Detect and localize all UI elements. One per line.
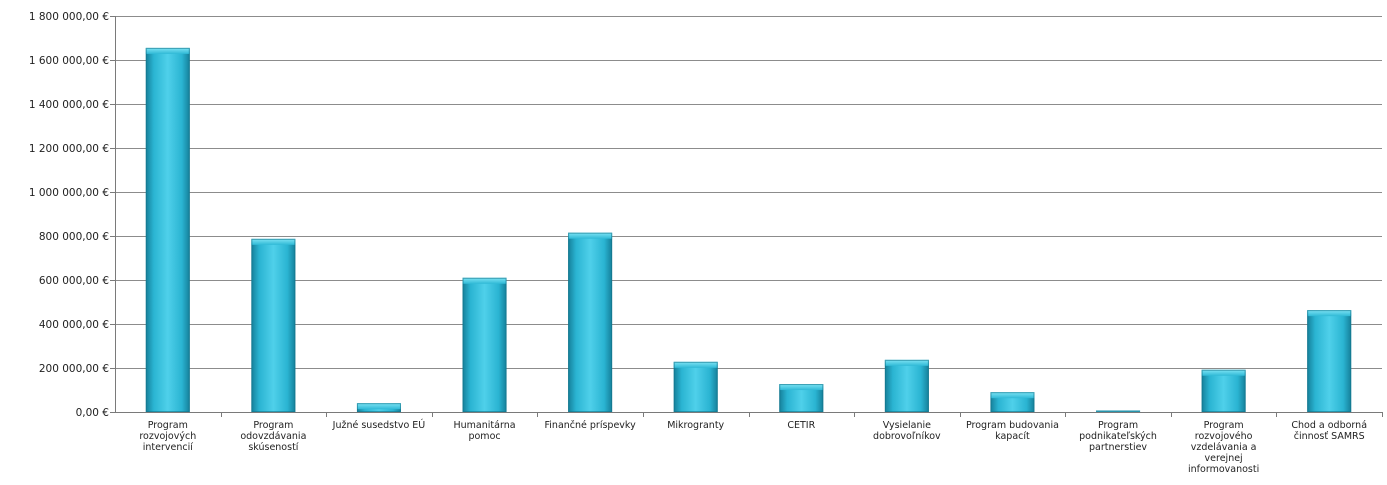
x-category-label-line: CETIR bbox=[787, 420, 815, 431]
bar-cap bbox=[356, 403, 401, 410]
y-tick-label: 400 000,00 € bbox=[39, 319, 109, 331]
bar-body bbox=[568, 232, 613, 412]
x-category-label: Humanitárna pomoc bbox=[454, 420, 516, 442]
bar-outline bbox=[145, 47, 190, 413]
x-category-label-line: partnerstiev bbox=[1089, 442, 1147, 453]
x-category-label-line: vzdelávania a bbox=[1191, 442, 1257, 453]
y-axis-tick-labels: 0,00 € 200 000,00 € 400 000,00 € 600 000,00… bbox=[29, 11, 109, 419]
y-tick-label: 1 000 000,00 € bbox=[29, 187, 109, 199]
x-category-label-line: Program bbox=[1204, 420, 1244, 431]
x-category-label: CETIR bbox=[787, 420, 815, 431]
x-category-label-line: Mikrogranty bbox=[667, 420, 724, 431]
bar-body bbox=[462, 277, 507, 412]
x-category-label-line: činnosť SAMRS bbox=[1294, 431, 1365, 442]
x-category-label-line: Program budovania bbox=[966, 420, 1059, 431]
x-category-label-line: Program bbox=[253, 420, 293, 431]
bar bbox=[1096, 410, 1141, 412]
bar bbox=[145, 47, 190, 413]
bar bbox=[884, 359, 929, 412]
x-category-label-line: Humanitárna bbox=[454, 420, 516, 431]
x-category-label-line: Chod a odborná bbox=[1291, 420, 1367, 431]
y-tick-label: 200 000,00 € bbox=[39, 363, 109, 375]
x-category-label-line: intervencií bbox=[143, 442, 193, 453]
x-category-label-line: Program bbox=[1098, 420, 1138, 431]
bar-body bbox=[145, 47, 190, 413]
y-tick-label: 600 000,00 € bbox=[39, 275, 109, 287]
x-category-label: Program podnikateľských partnerstiev bbox=[1079, 420, 1157, 453]
bar-outline bbox=[990, 392, 1035, 413]
x-category-label-line: Program bbox=[148, 420, 188, 431]
bar bbox=[1307, 310, 1352, 413]
bar-outline bbox=[673, 361, 718, 412]
y-tick-label: 1 200 000,00 € bbox=[29, 143, 109, 155]
bar-outline bbox=[568, 232, 613, 412]
x-category-label-line: odovzdávania bbox=[240, 431, 306, 442]
x-category-label-line: podnikateľských bbox=[1079, 431, 1157, 442]
y-tick-label: 1 600 000,00 € bbox=[29, 55, 109, 67]
y-tick-label: 1 800 000,00 € bbox=[29, 11, 109, 23]
bar-body bbox=[884, 359, 929, 412]
bar-body bbox=[251, 238, 296, 412]
x-category-label-line: rozvojového bbox=[1195, 431, 1253, 442]
x-category-label-line: kapacít bbox=[995, 431, 1030, 442]
x-category-label-line: Finančné príspevky bbox=[545, 420, 637, 431]
x-category-label-line: dobrovoľníkov bbox=[873, 431, 941, 442]
y-tick-label: 800 000,00 € bbox=[39, 231, 109, 243]
x-category-label-line: informovanosti bbox=[1188, 464, 1259, 475]
bar-cap bbox=[462, 277, 507, 284]
bar-body bbox=[673, 361, 718, 412]
x-category-label-line: Vysielanie bbox=[883, 420, 931, 431]
bar-body bbox=[1307, 310, 1352, 412]
bar-cap bbox=[673, 361, 718, 368]
bar-cap bbox=[145, 47, 190, 54]
bar-outline bbox=[1201, 369, 1246, 413]
x-category-label: Finančné príspevky bbox=[545, 420, 637, 431]
bar-outline bbox=[779, 384, 824, 412]
bar bbox=[1201, 369, 1246, 413]
bar-cap bbox=[990, 392, 1035, 399]
x-category-label: Južné susedstvo EÚ bbox=[332, 419, 426, 431]
x-category-label: Chod a odborná činnosť SAMRS bbox=[1291, 420, 1367, 442]
x-category-label-line: skúseností bbox=[248, 442, 298, 453]
x-category-label-line: verejnej bbox=[1205, 453, 1243, 464]
x-category-label: Program rozvojových intervencií bbox=[139, 420, 196, 453]
bar bbox=[356, 403, 401, 413]
x-category-label: Vysielanie dobrovoľníkov bbox=[873, 420, 941, 442]
bar bbox=[462, 277, 507, 412]
gridlines bbox=[110, 16, 1382, 413]
bar-body bbox=[1201, 369, 1246, 412]
x-category-label-line: rozvojových bbox=[139, 431, 196, 442]
bar-cap bbox=[1307, 310, 1352, 317]
bar-cap bbox=[884, 359, 929, 366]
bars bbox=[145, 47, 1352, 413]
bar-outline bbox=[1096, 410, 1141, 412]
bar-outline bbox=[251, 238, 296, 412]
x-axis bbox=[115, 16, 1383, 417]
bar-outline bbox=[884, 359, 929, 412]
x-category-label: Mikrogranty bbox=[667, 420, 724, 431]
y-tick-label: 1 400 000,00 € bbox=[29, 99, 109, 111]
x-category-label: Program budovania kapacít bbox=[966, 420, 1059, 442]
bar bbox=[779, 384, 824, 412]
bar bbox=[251, 238, 296, 412]
y-tick-label: 0,00 € bbox=[76, 407, 109, 419]
bar-cap bbox=[568, 232, 613, 239]
x-category-label-line: pomoc bbox=[468, 431, 500, 442]
x-category-label: Program odovzdávania skúseností bbox=[240, 420, 306, 453]
bar-cap bbox=[251, 238, 296, 245]
bar bbox=[568, 232, 613, 412]
bar-outline bbox=[462, 277, 507, 412]
bar bbox=[673, 361, 718, 412]
x-category-label: Program rozvojového vzdelávania a verejnej i… bbox=[1188, 420, 1259, 475]
bar-outline bbox=[356, 403, 401, 413]
bar bbox=[990, 392, 1035, 413]
bar-outline bbox=[1307, 310, 1352, 413]
bar-cap bbox=[1201, 369, 1246, 376]
x-category-label-line: Južné susedstvo EÚ bbox=[332, 419, 426, 431]
bar-cap bbox=[779, 384, 824, 391]
